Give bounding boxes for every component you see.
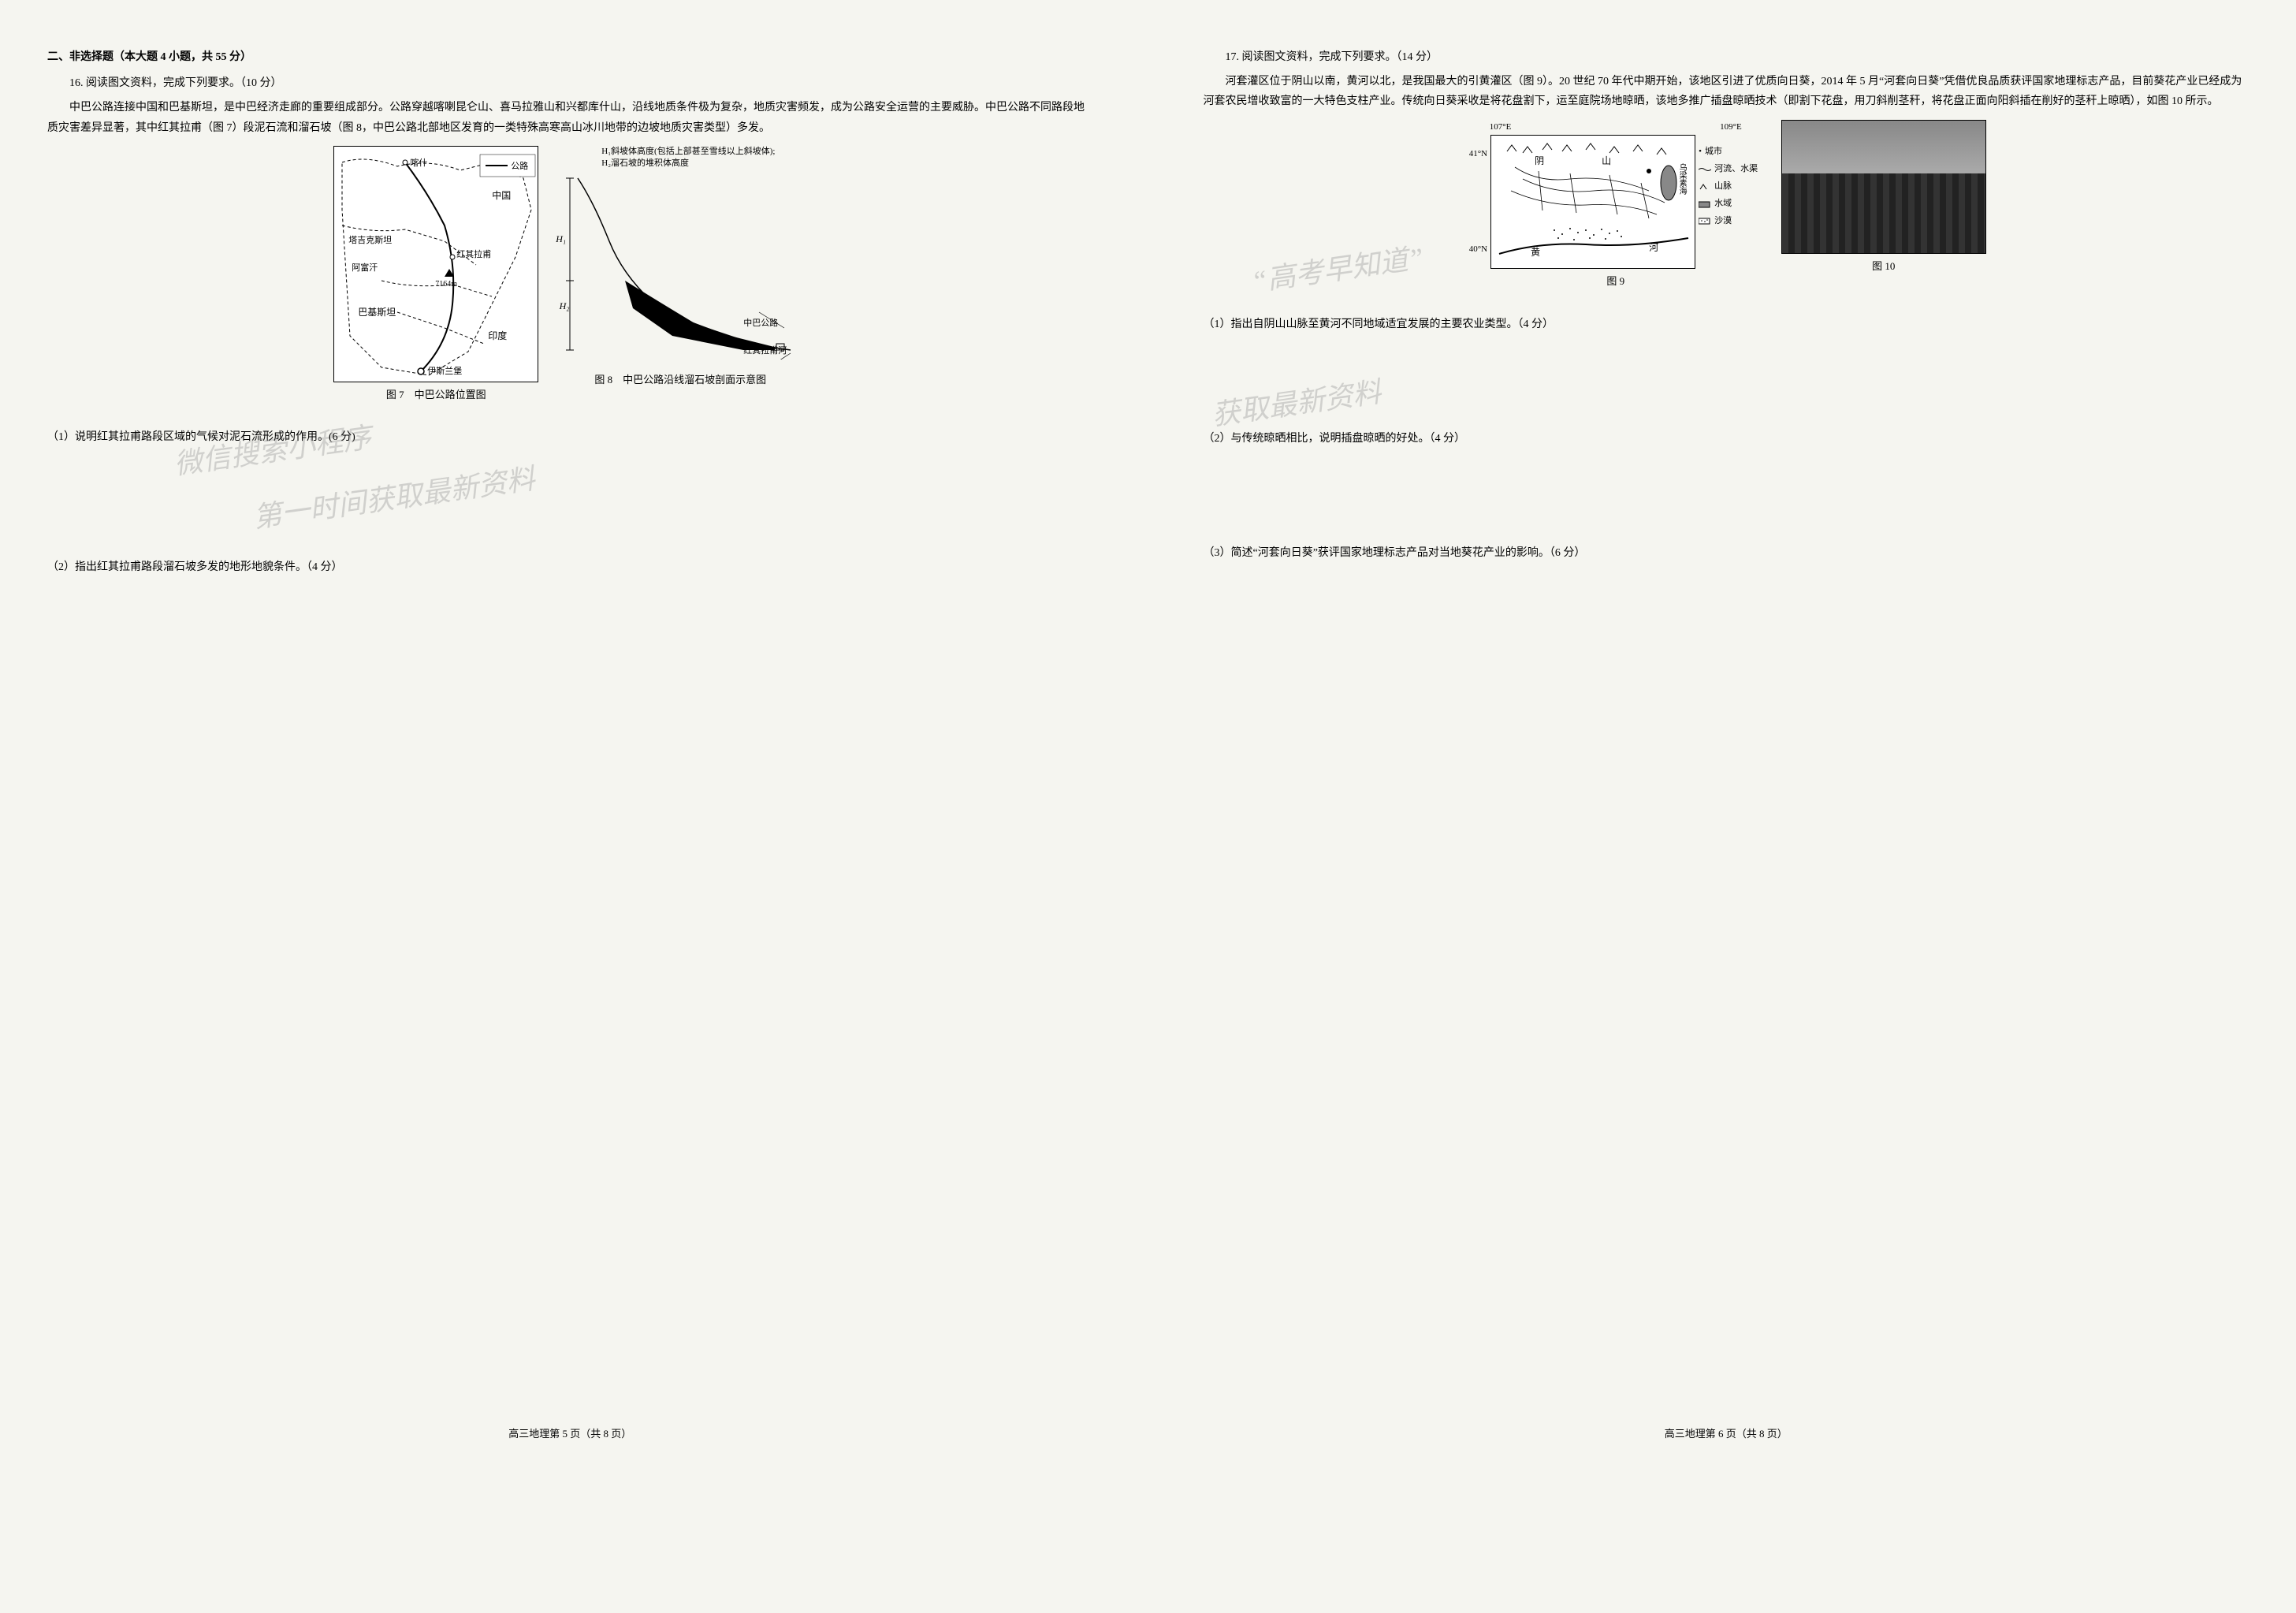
map7-tajik: 塔吉克斯坦 <box>348 233 392 249</box>
footer-right: 高三地理第 6 页（共 8 页） <box>1172 1425 2281 1443</box>
fig8-legend2: H₂溜石坡的堆积体高度 <box>601 158 806 169</box>
fig8-river-label: 红其拉甫河 <box>743 344 995 359</box>
paper-wrapper: 二、非选择题（本大题 4 小题，共 55 分） 16. 阅读图文资料，完成下列要… <box>16 32 2280 1451</box>
map7-pakistan: 巴基斯坦 <box>358 304 396 322</box>
figure-9-wrapper: 107°E 109°E 41°N 40°N <box>1466 120 1766 291</box>
section-title: 二、非选择题（本大题 4 小题，共 55 分） <box>47 47 1093 67</box>
leg-mountain: 山脉 <box>1714 179 1732 195</box>
figure-10-wrapper: 图 10 <box>1781 120 1986 291</box>
watermark-1: 微信搜索小程序 <box>171 412 375 490</box>
fig8-legend1: H₁斜坡体高度(包括上部甚至雪线以上斜坡体); <box>601 146 806 158</box>
map9-lon-left: 107°E <box>1490 120 1512 136</box>
map7-road-legend: 公路 <box>511 159 528 175</box>
map9-lon-right: 109°E <box>1720 120 1742 136</box>
q17-sub1: （1）指出自阴山山脉至黄河不同地域适宜发展的主要农业类型。（4 分） <box>1204 315 2249 334</box>
map7-islamabad: 伊斯兰堡 <box>427 364 462 380</box>
figure-7-wrapper: 喀什 公路 中国 塔吉克斯坦 阿富汗 红其拉甫 7164m 巴基斯坦 印度 伊斯… <box>333 146 538 404</box>
map7-china: 中国 <box>492 188 511 205</box>
figure-7-map: 喀什 公路 中国 塔吉克斯坦 阿富汗 红其拉甫 7164m 巴基斯坦 印度 伊斯… <box>333 146 538 382</box>
q16-paragraph: 中巴公路连接中国和巴基斯坦，是中巴经济走廊的重要组成部分。公路穿越喀喇昆仑山、喜… <box>47 98 1093 137</box>
map9-yin: 阴 <box>1535 153 1544 170</box>
fig7-caption: 图 7 中巴公路位置图 <box>333 386 538 404</box>
q17-title: 17. 阅读图文资料，完成下列要求。（14 分） <box>1204 47 2249 67</box>
map7-kashi: 喀什 <box>410 156 427 172</box>
map9-shan: 山 <box>1602 153 1611 170</box>
fig8-h2: H₂ <box>560 300 570 311</box>
q16-title: 16. 阅读图文资料，完成下列要求。（10 分） <box>47 73 1093 93</box>
leg-desert: 沙漠 <box>1714 214 1732 229</box>
map9-svg <box>1491 136 1696 270</box>
q17-paragraph: 河套灌区位于阴山以南，黄河以北，是我国最大的引黄灌区（图 9）。20 世纪 70… <box>1204 72 2249 111</box>
page-5: 二、非选择题（本大题 4 小题，共 55 分） 16. 阅读图文资料，完成下列要… <box>16 32 1125 1451</box>
map9-wuliang: 乌梁素海 <box>1674 163 1688 195</box>
leg-city: 城市 <box>1705 144 1722 160</box>
figure-8-wrapper: H₁斜坡体高度(包括上部甚至雪线以上斜坡体); H₂溜石坡的堆积体高度 <box>554 146 806 404</box>
map9-legend: •城市 河流、水渠 山脉 水域 沙漠 <box>1695 135 1761 269</box>
leg-river: 河流、水渠 <box>1714 162 1758 177</box>
figure-row-16: 喀什 公路 中国 塔吉克斯坦 阿富汗 红其拉甫 7164m 巴基斯坦 印度 伊斯… <box>47 146 1093 404</box>
map7-india: 印度 <box>488 328 507 345</box>
watermark-2: 第一时间获取最新资料 <box>250 453 538 543</box>
figure-row-17: 107°E 109°E 41°N 40°N <box>1204 120 2249 291</box>
fig10-caption: 图 10 <box>1781 257 1986 275</box>
map9-lat-top: 41°N <box>1469 147 1487 162</box>
map9-lat-bottom: 40°N <box>1469 242 1487 258</box>
fig8-caption: 图 8 中巴公路沿线溜石坡剖面示意图 <box>554 371 806 389</box>
q16-sub2: （2）指出红其拉甫路段溜石坡多发的地形地貌条件。（4 分） <box>47 557 1093 577</box>
map7-afghan: 阿富汗 <box>352 261 378 277</box>
figure-10-photo <box>1781 120 1986 254</box>
fig8-h1: H₁ <box>556 233 566 244</box>
figure-9-map: 107°E 109°E 41°N 40°N <box>1466 120 1766 270</box>
fig8-road-label: 中巴公路 <box>743 316 995 332</box>
page-6: 17. 阅读图文资料，完成下列要求。（14 分） 河套灌区位于阴山以南，黄河以北… <box>1172 32 2281 1451</box>
fig9-caption: 图 9 <box>1466 272 1766 290</box>
q16-sub1: （1）说明红其拉甫路段区域的气候对泥石流形成的作用。(6 分) <box>47 427 1093 447</box>
footer-left: 高三地理第 5 页（共 8 页） <box>16 1425 1125 1443</box>
fig8-legend: H₁斜坡体高度(包括上部甚至雪线以上斜坡体); H₂溜石坡的堆积体高度 <box>601 146 806 170</box>
map7-hongqilapu: 红其拉甫 <box>456 248 491 263</box>
q17-sub2: （2）与传统晾晒相比，说明插盘晾晒的好处。（4 分） <box>1204 429 2249 449</box>
map7-peak: 7164m <box>435 278 457 292</box>
q17-sub3: （3）简述“河套向日葵”获评国家地理标志产品对当地葵花产业的影响。（6 分） <box>1204 543 2249 563</box>
map9-he: 河 <box>1649 240 1658 257</box>
map9-huang: 黄 <box>1531 244 1540 262</box>
leg-water: 水域 <box>1714 196 1732 212</box>
